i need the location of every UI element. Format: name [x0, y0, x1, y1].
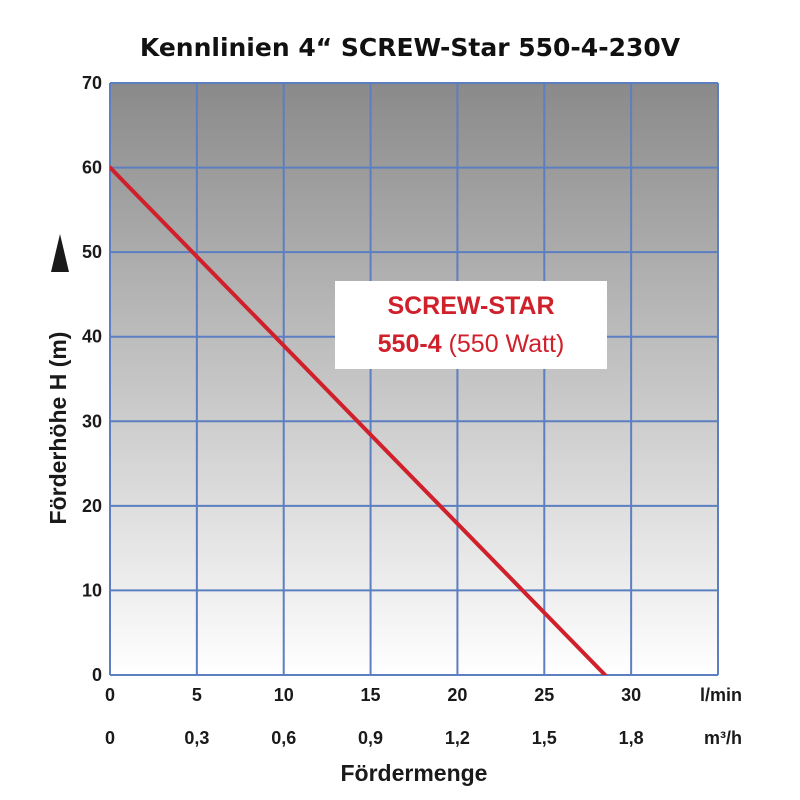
x2-tick-label: 0,3 — [184, 728, 209, 748]
chart-title: Kennlinien 4“ SCREW-Star 550-4-230V — [140, 33, 681, 62]
x-tick-label: 20 — [447, 685, 467, 705]
x-unit-label: l/min — [700, 685, 742, 705]
legend-line2: 550-4 (550 Watt) — [378, 330, 565, 358]
y-tick-labels: 0 10 20 30 40 50 60 70 — [82, 73, 102, 685]
legend-box: SCREW-STAR 550-4 (550 Watt) — [335, 281, 607, 369]
plot-background — [110, 83, 718, 675]
series-layer — [110, 165, 608, 675]
x2-tick-label: 0 — [105, 728, 115, 748]
y-tick-label: 20 — [82, 496, 102, 516]
x2-tick-labels: 0 0,3 0,6 0,9 1,2 1,5 1,8 — [105, 728, 644, 748]
x-tick-labels: 0 5 10 15 20 25 30 — [105, 685, 641, 705]
x2-tick-label: 0,9 — [358, 728, 383, 748]
y-axis-arrow-icon — [51, 234, 69, 272]
x2-tick-label: 0,6 — [271, 728, 296, 748]
legend-line1: SCREW-STAR — [387, 292, 554, 320]
y-tick-label: 60 — [82, 158, 102, 178]
x-tick-label: 0 — [105, 685, 115, 705]
x2-tick-label: 1,8 — [619, 728, 644, 748]
x-tick-label: 30 — [621, 685, 641, 705]
x2-unit-label: m³/h — [704, 728, 742, 748]
y-tick-label: 40 — [82, 327, 102, 347]
x2-tick-label: 1,2 — [445, 728, 470, 748]
series-line-0 — [110, 165, 608, 675]
y-tick-label: 30 — [82, 411, 102, 431]
legend-wattage: (550 Watt) — [442, 330, 565, 358]
y-tick-label: 50 — [82, 242, 102, 262]
x-tick-label: 5 — [192, 685, 202, 705]
x2-tick-label: 1,5 — [532, 728, 557, 748]
x-tick-label: 15 — [361, 685, 381, 705]
legend-model: 550-4 — [378, 330, 442, 358]
legend-background — [335, 281, 607, 369]
x-axis-label: Fördermenge — [341, 760, 488, 786]
x-tick-label: 10 — [274, 685, 294, 705]
x-tick-label: 25 — [534, 685, 554, 705]
y-tick-label: 70 — [82, 73, 102, 93]
y-axis-label: Förderhöhe H (m) — [45, 332, 71, 525]
y-tick-label: 10 — [82, 580, 102, 600]
y-tick-label: 0 — [92, 665, 102, 685]
